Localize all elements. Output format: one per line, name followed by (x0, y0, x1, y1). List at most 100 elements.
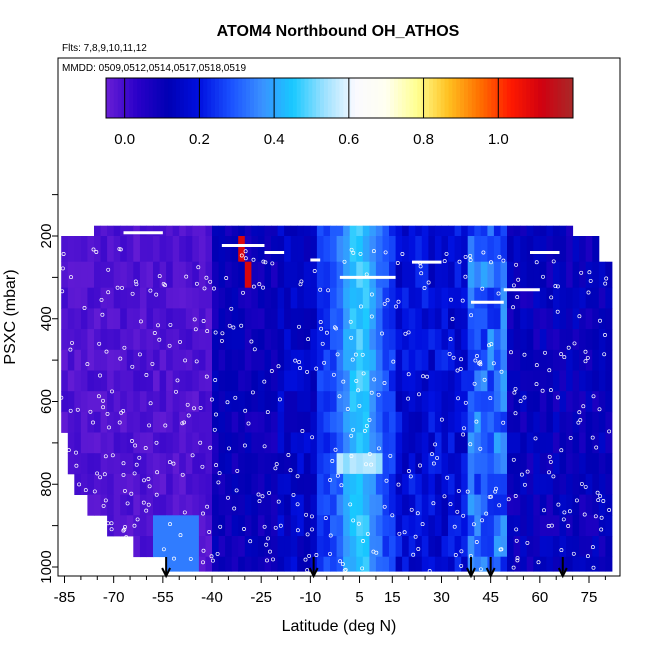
sample-marker (122, 345, 127, 350)
heatmap-cell (67, 261, 75, 289)
heatmap-cell (120, 308, 128, 330)
heatmap-cell (461, 536, 469, 558)
heatmap-cell (310, 287, 318, 309)
sample-marker (549, 295, 554, 300)
heatmap-cell (113, 391, 121, 413)
sample-marker (365, 531, 370, 536)
heatmap-cell (277, 556, 285, 572)
heatmap-cell (434, 411, 442, 433)
heatmap-cell (120, 349, 128, 371)
heatmap-cell (218, 287, 226, 309)
sample-marker (310, 527, 314, 532)
heatmap-cell (343, 308, 351, 330)
heatmap-cell (428, 261, 436, 289)
heatmap-cell (441, 370, 449, 392)
sample-marker (468, 258, 473, 262)
heatmap-cell (546, 261, 554, 289)
heatmap-cell (133, 494, 141, 516)
heatmap-cell (257, 494, 265, 516)
sample-marker (484, 511, 489, 516)
heatmap-cell (408, 556, 416, 572)
sample-marker (171, 461, 176, 466)
heatmap-cell (87, 411, 95, 433)
sample-marker (339, 483, 344, 488)
sample-marker (256, 492, 261, 497)
heatmap-cell (585, 391, 593, 413)
colorbar-segment (366, 78, 372, 118)
sample-marker (409, 507, 414, 512)
heatmap-cell (192, 308, 200, 330)
heatmap-cell (310, 453, 318, 475)
heatmap-cell (520, 329, 528, 351)
heatmap-cell (185, 494, 193, 516)
heatmap-cell (362, 556, 370, 572)
heatmap-cell (408, 411, 416, 433)
heatmap-cell (349, 261, 357, 289)
heatmap-cell (507, 391, 514, 413)
heatmap-cell (434, 494, 442, 516)
colorbar-tick-label: 0.2 (189, 131, 210, 148)
heatmap-cell (389, 536, 396, 558)
heatmap-cell (592, 261, 600, 289)
heatmap-cell (251, 411, 259, 433)
heatmap-cell (533, 261, 541, 289)
heatmap-cell (146, 515, 154, 537)
heatmap-cell (87, 473, 95, 495)
heatmap-cell (434, 308, 442, 330)
heatmap-cell (80, 236, 88, 263)
heatmap-cell (598, 453, 606, 475)
heatmap-cell (408, 225, 416, 237)
sample-marker (261, 285, 265, 290)
sample-marker (103, 454, 108, 459)
y-tick-label: 600 (38, 389, 55, 414)
heatmap-cell (454, 411, 462, 433)
sample-marker (456, 488, 461, 493)
sample-marker (232, 506, 237, 511)
heatmap-cell (539, 494, 547, 516)
heatmap-cell (257, 349, 265, 371)
sample-marker (224, 276, 229, 280)
heatmap-cell (415, 432, 423, 454)
heatmap-cell (474, 556, 482, 572)
heatmap-cell (579, 556, 587, 572)
sample-marker (312, 269, 317, 273)
heatmap-cell (218, 236, 226, 263)
heatmap-cell (526, 494, 534, 516)
heatmap-cell (546, 308, 554, 330)
sample-marker (133, 443, 138, 448)
heatmap-cell (507, 225, 514, 237)
sample-marker (61, 252, 66, 256)
heatmap-cell (389, 494, 396, 516)
x-tick-label: 60 (531, 589, 548, 606)
heatmap-cell (389, 556, 396, 572)
sample-marker (309, 514, 314, 519)
heatmap-cell (585, 494, 593, 516)
sample-marker (543, 350, 547, 355)
heatmap-cell (126, 287, 134, 309)
heatmap-cell (480, 329, 488, 351)
heatmap-cell (172, 349, 180, 371)
heatmap-cell (454, 236, 462, 263)
heatmap-cell (238, 287, 246, 309)
sample-marker (459, 357, 464, 362)
sample-marker (451, 355, 456, 360)
heatmap-cell (257, 370, 265, 392)
heatmap-cell (290, 308, 298, 330)
heatmap-cell (533, 349, 541, 371)
colorbar-segment (164, 78, 169, 118)
sample-marker (110, 453, 115, 458)
heatmap-cell (277, 225, 285, 237)
heatmap-cell (539, 515, 547, 537)
colorbar-segment (475, 78, 481, 118)
sample-marker (300, 429, 305, 433)
heatmap-cell (251, 329, 259, 351)
x-tick-label: -85 (54, 589, 76, 606)
heatmap-cell (153, 261, 160, 289)
heatmap-cell (428, 453, 436, 475)
sample-marker (147, 484, 152, 489)
heatmap-cell (605, 349, 613, 371)
heatmap-cell (349, 473, 357, 495)
heatmap-cell (277, 308, 285, 330)
heatmap-cell (336, 515, 344, 537)
heatmap-cell (257, 556, 265, 572)
